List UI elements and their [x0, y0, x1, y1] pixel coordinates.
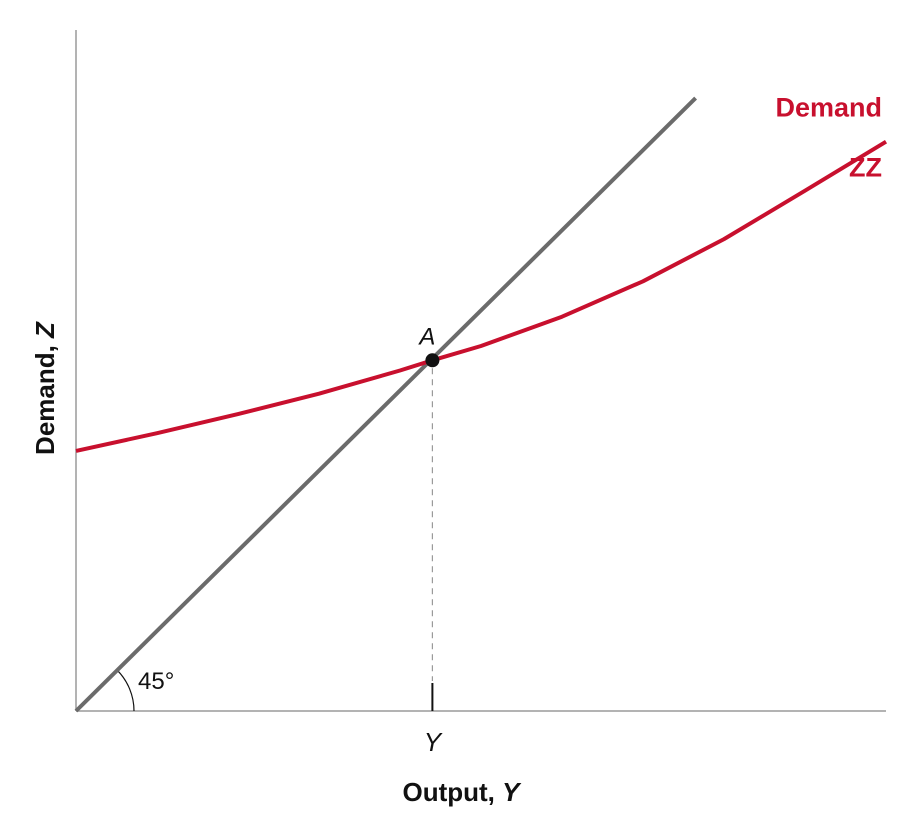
x-axis-title-prefix: Output,	[403, 777, 503, 807]
demand-curve-label: Demand	[775, 93, 882, 123]
y-axis-title-var: Z	[30, 321, 60, 339]
axes	[75, 30, 886, 712]
y-axis-title: Demand, Z	[30, 321, 60, 455]
x-axis-title-var: Y	[502, 777, 522, 807]
series-45-degree-line	[74, 96, 698, 713]
zz-curve-label: ZZ	[849, 153, 882, 183]
series-demand-zz	[75, 139, 888, 453]
equilibrium-point-a	[425, 353, 440, 368]
y-axis-title-prefix: Demand,	[30, 338, 60, 455]
angle-arc	[116, 669, 135, 712]
x-axis-title: Output, Y	[403, 777, 523, 807]
angle-label: 45°	[138, 668, 174, 695]
x-tick-label-y: Y	[424, 727, 443, 757]
point-label-a: A	[417, 323, 435, 350]
